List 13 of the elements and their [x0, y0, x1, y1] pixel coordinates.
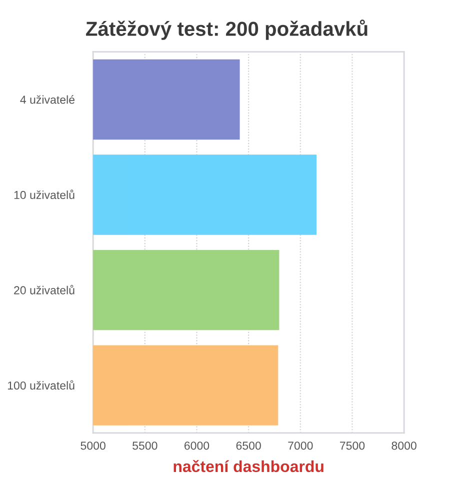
x-axis-title: načtení dashboardu	[174, 460, 324, 472]
x-tick-label: 7500	[340, 442, 365, 450]
x-tick-label: 5500	[132, 442, 158, 450]
x-tick-label: 8000	[392, 442, 416, 450]
x-tick-label: 6000	[184, 442, 210, 450]
y-tick-label: 4 uživatelé	[20, 95, 75, 104]
x-tick-label: 7000	[288, 442, 313, 450]
x-tick-label: 5000	[80, 442, 106, 450]
y-tick-label: 10 uživatelů	[14, 190, 74, 200]
chart-title: Zátěžový test: 200 požadavků	[86, 20, 368, 40]
y-tick-label: 100 uživatelů	[8, 380, 74, 390]
x-tick-label: 6500	[236, 442, 261, 450]
y-tick-label: 20 uživatelů	[14, 284, 74, 294]
